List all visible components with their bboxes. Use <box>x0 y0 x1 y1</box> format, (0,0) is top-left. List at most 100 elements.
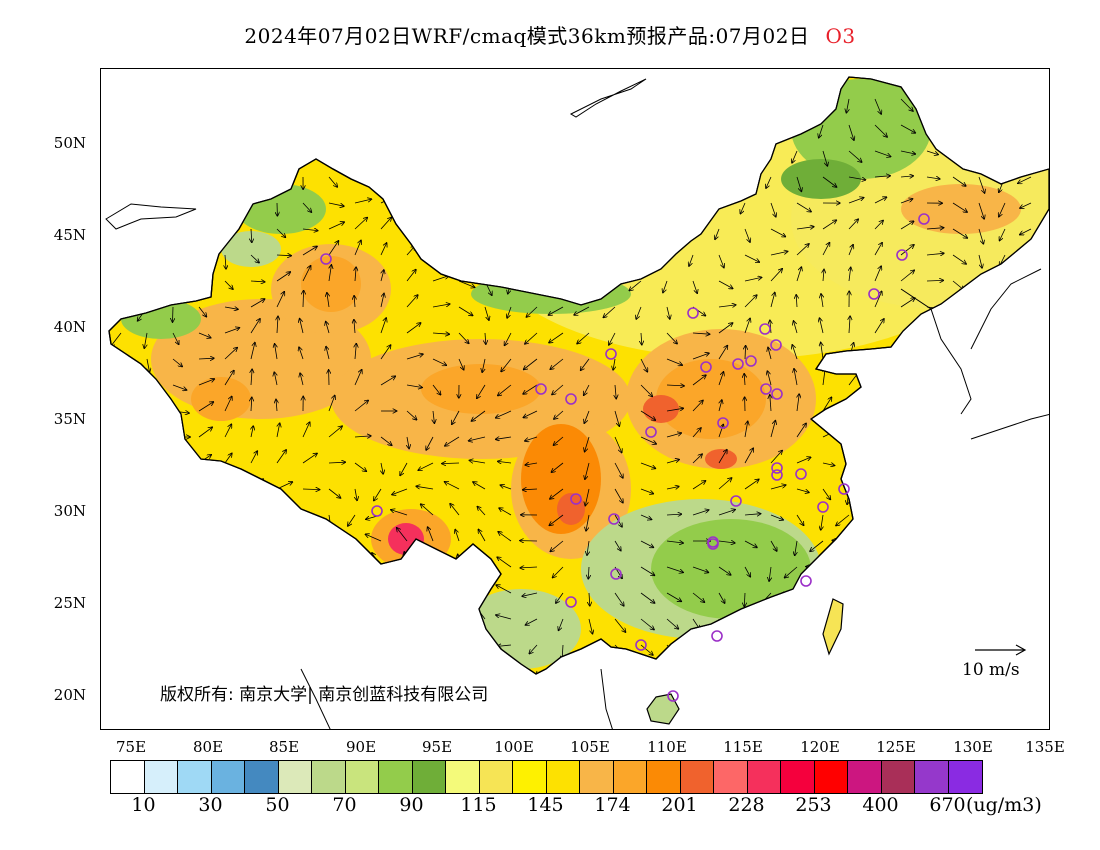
wind-arrow <box>692 697 693 713</box>
wind-arrow <box>115 358 122 374</box>
wind-arrow <box>458 150 471 158</box>
wind-arrow <box>614 410 619 426</box>
wind-arrow <box>251 397 252 412</box>
wind-arrow <box>640 592 655 603</box>
title-text: 2024年07月02日WRF/cmaq模式36km预报产品:07月02日 <box>244 24 810 48</box>
wind-arrow <box>589 592 590 606</box>
wind-arrow <box>321 124 330 137</box>
city-site-marker <box>770 339 782 351</box>
wind-arrow <box>276 540 288 552</box>
wind-arrow <box>224 348 237 360</box>
wind-arrow <box>251 228 252 242</box>
wind-arrow <box>640 618 654 630</box>
wind-arrow <box>172 566 186 572</box>
wind-arrow <box>770 293 775 308</box>
wind-arrow <box>640 670 652 674</box>
wind-arrow <box>549 203 564 204</box>
wind-arrow <box>993 410 1006 416</box>
wind-arrow <box>744 448 753 464</box>
wind-arrow <box>525 436 538 441</box>
colorbar-cell <box>680 761 714 793</box>
wind-arrow <box>666 306 670 319</box>
wind-arrow <box>640 112 641 126</box>
wind-arrow <box>473 482 486 490</box>
wind-arrow <box>525 176 538 189</box>
colorbar-label: 10 <box>131 794 156 816</box>
wind-arrow <box>945 633 954 646</box>
wind-arrow <box>261 151 278 153</box>
wind-arrow <box>614 670 629 674</box>
wind-arrow <box>942 410 954 424</box>
wind-arrow <box>659 163 668 178</box>
wind-arrow <box>874 98 881 114</box>
wind-arrow <box>782 612 798 620</box>
wind-arrow <box>1017 540 1032 545</box>
wind-arrow <box>121 697 136 705</box>
wind-arrow <box>302 422 310 438</box>
wind-arrow <box>225 88 228 100</box>
wind-arrow <box>302 453 317 464</box>
wind-arrow <box>484 98 495 111</box>
wind-arrow <box>993 384 1006 394</box>
wind-arrow <box>993 358 1006 371</box>
wind-arrow <box>823 270 824 282</box>
wind-arrow <box>874 319 884 334</box>
wind-arrow <box>523 410 538 418</box>
wind-arrow <box>119 384 121 399</box>
wind-arrow <box>183 228 200 234</box>
wind-arrow <box>120 514 125 531</box>
wind-arrow <box>477 384 486 398</box>
colorbar-cell <box>245 761 279 793</box>
wind-arrow <box>1019 566 1032 571</box>
city-site-marker <box>667 690 679 702</box>
wind-arrow <box>121 436 123 450</box>
wind-arrow <box>430 654 434 672</box>
wind-arrow <box>948 604 954 620</box>
wind-arrow <box>718 566 731 575</box>
city-site-marker <box>608 513 620 525</box>
wind-arrow <box>134 224 148 230</box>
wind-arrow <box>926 280 943 281</box>
wind-arrow <box>250 343 255 360</box>
wind-arrow <box>380 294 384 308</box>
wind-arrow <box>328 176 337 187</box>
wind-arrow <box>554 410 564 419</box>
wind-arrow <box>796 514 804 525</box>
wind-arrow <box>250 592 254 607</box>
wind-arrow <box>458 124 472 134</box>
wind-arrow <box>900 124 915 133</box>
wind-arrow <box>837 557 850 568</box>
wind-arrow <box>692 401 703 412</box>
wind-arrow <box>874 176 890 177</box>
wind-arrow <box>849 267 851 282</box>
wind-arrow <box>795 540 797 555</box>
wind-arrow <box>355 631 356 646</box>
wind-arrow <box>432 150 449 155</box>
wind-arrow <box>939 462 954 463</box>
wind-arrow <box>848 176 866 180</box>
vietnam-coastline <box>600 668 613 729</box>
wind-arrow <box>819 124 824 138</box>
wind-arrow <box>821 514 823 530</box>
wind-arrow <box>731 644 746 655</box>
wind-arrow <box>550 540 564 551</box>
wind-arrow <box>968 461 980 463</box>
wind-arrow <box>640 84 641 100</box>
city-site-marker <box>700 361 712 373</box>
wind-arrow <box>692 670 695 674</box>
wind-arrow <box>268 85 278 100</box>
wind-arrow <box>796 202 811 212</box>
wind-arrow <box>709 670 720 674</box>
wind-arrow <box>400 462 408 475</box>
wind-arrow <box>120 462 124 478</box>
wind-arrow <box>816 606 824 620</box>
wind-arrow <box>770 421 775 438</box>
wind-arrow <box>549 514 564 525</box>
colorbar-label: 70 <box>332 794 357 816</box>
wind-arrow <box>277 423 280 438</box>
wind-arrow <box>551 462 564 472</box>
wind-arrow <box>614 592 624 606</box>
wind-arrow <box>783 98 798 99</box>
wind-arrow <box>224 592 235 605</box>
wind-arrow <box>421 504 434 516</box>
